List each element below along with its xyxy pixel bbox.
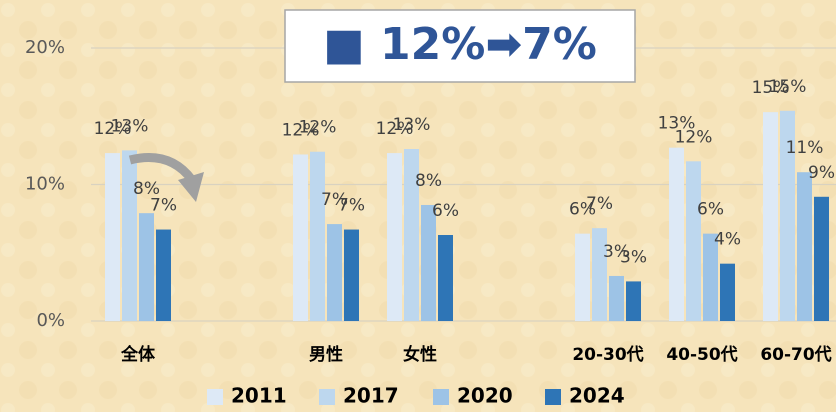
legend-label: 2020: [457, 384, 513, 408]
bar: [609, 275, 624, 321]
bar: [703, 233, 718, 321]
data-label: 12%: [299, 118, 337, 138]
data-label: 12%: [282, 120, 320, 140]
x-tick-label: 20-30代: [572, 344, 643, 365]
bar: [139, 213, 154, 321]
bar: [686, 161, 701, 321]
y-tick-label: 0%: [36, 310, 65, 331]
y-tick-label: 20%: [25, 37, 65, 58]
legend-swatch: [319, 389, 335, 405]
x-tick-label: 40-50代: [666, 344, 737, 365]
data-label: 13%: [393, 115, 431, 135]
bar: [293, 154, 308, 321]
data-label: 13%: [658, 114, 696, 134]
bar: [404, 149, 419, 321]
bar: [156, 229, 171, 321]
data-label: 12%: [94, 119, 132, 139]
chart-title: ■ 12%➡7%: [323, 19, 597, 70]
bar: [797, 172, 812, 321]
bar: [814, 196, 829, 321]
bar: [669, 147, 684, 321]
data-label: 7%: [150, 196, 177, 216]
legend-label: 2024: [569, 384, 625, 408]
legend-label: 2017: [343, 384, 399, 408]
bar: [327, 224, 342, 321]
data-label: 3%: [603, 242, 630, 262]
x-tick-label: 男性: [309, 344, 343, 365]
bar: [310, 151, 325, 321]
data-label: 9%: [808, 163, 835, 183]
legend-label: 2011: [231, 384, 287, 408]
bar: [344, 229, 359, 321]
legend-swatch: [433, 389, 449, 405]
data-label: 11%: [786, 138, 824, 158]
bar: [122, 150, 137, 321]
bar: [780, 110, 795, 321]
x-tick-label: 60-70代: [760, 344, 831, 365]
data-label: 8%: [133, 179, 160, 199]
bar: [105, 153, 120, 321]
data-label: 6%: [569, 200, 596, 220]
data-label: 13%: [111, 116, 149, 136]
legend-swatch: [545, 389, 561, 405]
title-box: [284, 9, 636, 83]
data-label: 6%: [697, 200, 724, 220]
data-label: 7%: [338, 196, 365, 216]
data-label: 12%: [376, 119, 414, 139]
data-label: 12%: [675, 127, 713, 147]
bar: [387, 153, 402, 321]
data-label: 7%: [586, 194, 613, 214]
data-label: 3%: [620, 247, 647, 267]
data-label: 15%: [769, 77, 807, 97]
bar: [720, 263, 735, 321]
data-label: 4%: [714, 230, 741, 250]
arrow-head: [178, 172, 204, 202]
data-label: 15%: [752, 78, 790, 98]
bar: [421, 204, 436, 321]
bar: [592, 228, 607, 321]
data-label: 6%: [432, 201, 459, 221]
bar: [575, 233, 590, 321]
x-tick-label: 女性: [403, 344, 437, 365]
data-label: 8%: [415, 171, 442, 191]
plot-area: 0%10%20%全体12%13%8%7%男性12%12%7%7%女性12%13%…: [25, 37, 836, 365]
bar: [763, 112, 778, 321]
legend-swatch: [207, 389, 223, 405]
data-label: 7%: [321, 190, 348, 210]
arrow: [128, 153, 196, 183]
bar: [438, 235, 453, 321]
x-tick-label: 全体: [120, 344, 156, 365]
bar: [626, 281, 641, 321]
y-tick-label: 10%: [25, 174, 65, 195]
